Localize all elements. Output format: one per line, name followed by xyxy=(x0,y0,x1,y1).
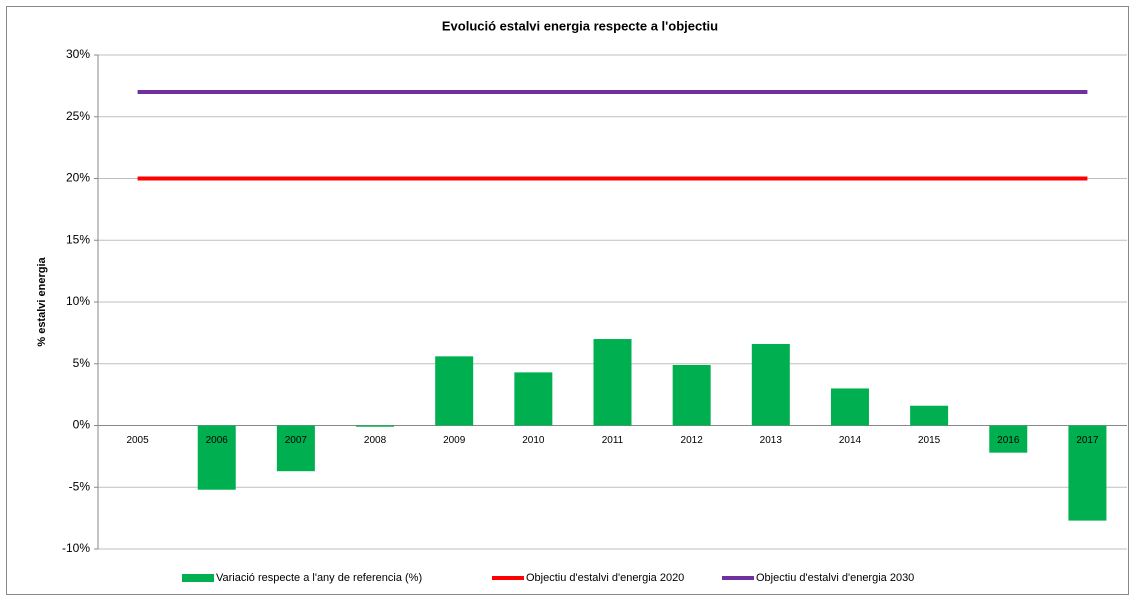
bar xyxy=(435,356,474,426)
bar xyxy=(830,388,869,426)
y-axis-label: % estalvi energia xyxy=(36,256,48,346)
x-tick-label: 2012 xyxy=(681,435,704,446)
x-tick-label: 2014 xyxy=(839,435,862,446)
bar xyxy=(197,425,236,490)
y-tick-label: 10% xyxy=(66,294,90,308)
x-tick-label: 2016 xyxy=(997,435,1020,446)
y-tick-label: 15% xyxy=(66,232,90,246)
x-tick-label: 2009 xyxy=(443,435,466,446)
bar xyxy=(356,425,395,427)
x-tick-label: 2008 xyxy=(364,435,387,446)
x-tick-label: 2011 xyxy=(602,435,624,446)
y-tick-label: 0% xyxy=(73,418,91,432)
legend-label: Objectiu d'estalvi d'energia 2030 xyxy=(756,572,914,584)
bar xyxy=(751,343,790,426)
bar xyxy=(672,364,711,426)
chart-border xyxy=(6,6,1129,595)
y-tick-label: -5% xyxy=(69,479,91,493)
bar xyxy=(1068,425,1107,521)
legend-label: Variació respecte a l'any de referencia … xyxy=(216,572,422,584)
bar xyxy=(276,425,315,472)
y-tick-label: 30% xyxy=(66,47,90,61)
bar xyxy=(989,425,1028,453)
legend-label: Objectiu d'estalvi d'energia 2020 xyxy=(526,572,684,584)
bar xyxy=(593,339,632,426)
x-tick-label: 2006 xyxy=(206,435,229,446)
legend-swatch xyxy=(182,574,214,582)
x-tick-label: 2005 xyxy=(126,435,149,446)
x-tick-label: 2015 xyxy=(918,435,941,446)
x-tick-label: 2013 xyxy=(760,435,783,446)
x-tick-label: 2010 xyxy=(522,435,545,446)
x-tick-label: 2017 xyxy=(1076,435,1099,446)
chart-title: Evolució estalvi energia respecte a l'ob… xyxy=(442,18,718,33)
y-tick-label: -10% xyxy=(62,541,90,555)
bar xyxy=(514,372,553,426)
bar xyxy=(910,405,949,426)
x-tick-label: 2007 xyxy=(285,435,308,446)
y-tick-label: 25% xyxy=(66,109,90,123)
y-tick-label: 5% xyxy=(73,356,91,370)
y-tick-label: 20% xyxy=(66,171,90,185)
